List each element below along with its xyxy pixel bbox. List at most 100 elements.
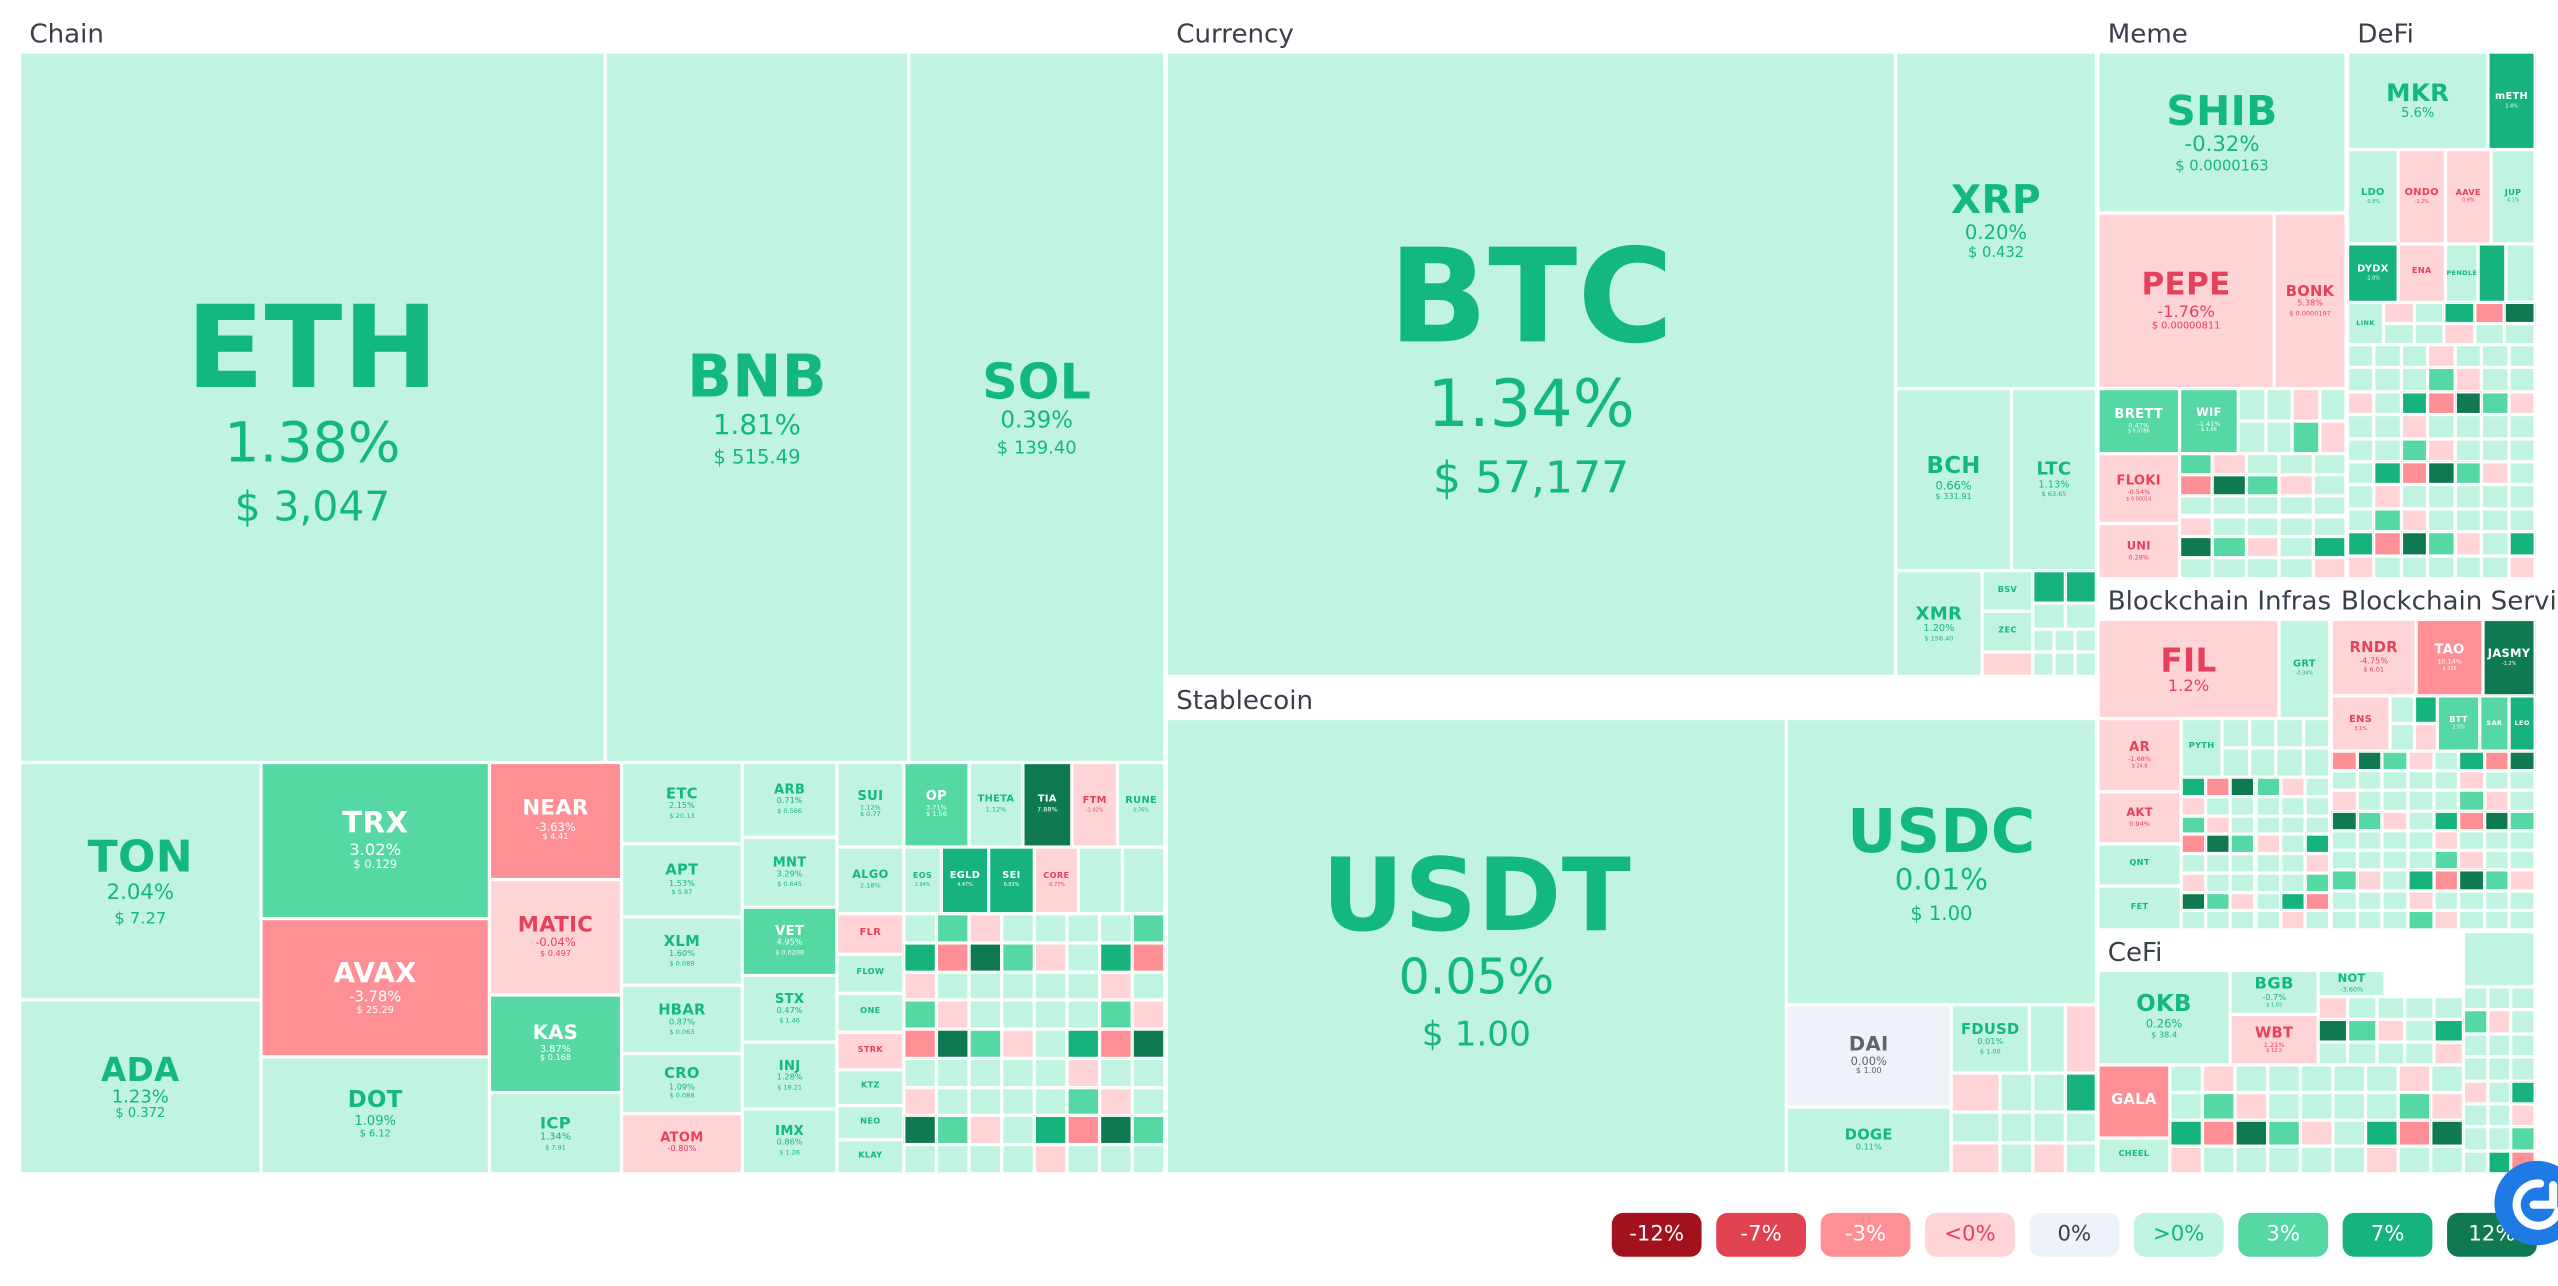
- coin-tile-small[interactable]: [2300, 1092, 2333, 1120]
- coin-tile-small[interactable]: [2292, 421, 2320, 454]
- coin-tile-small[interactable]: [2407, 890, 2434, 911]
- coin-tile-sol[interactable]: SOL 0.39% $ 139.40: [908, 52, 1165, 763]
- coin-tile-small[interactable]: [2179, 453, 2213, 475]
- coin-tile-small[interactable]: [1982, 651, 2033, 677]
- coin-tile-small[interactable]: [2331, 910, 2357, 930]
- coin-tile-small[interactable]: [2029, 1004, 2066, 1074]
- coin-tile-small[interactable]: [2413, 302, 2445, 324]
- coin-tile-small[interactable]: [2347, 1042, 2377, 1065]
- coin-tile-small[interactable]: [2179, 474, 2213, 496]
- coin-tile-small[interactable]: [2356, 850, 2383, 871]
- coin-tile-small[interactable]: [2484, 751, 2510, 771]
- coin-tile-small[interactable]: [936, 1087, 970, 1116]
- legend-item[interactable]: -3%: [1820, 1212, 1911, 1257]
- coin-tile-small[interactable]: [2433, 870, 2459, 891]
- coin-tile-small[interactable]: [2374, 555, 2402, 579]
- coin-tile-small[interactable]: [1951, 1073, 2001, 1113]
- coin-tile-small[interactable]: [2212, 453, 2247, 475]
- coin-tile-small[interactable]: [1132, 1058, 1165, 1088]
- coin-tile-ktz[interactable]: KTZ: [836, 1069, 904, 1106]
- coin-tile-small[interactable]: [2484, 830, 2510, 851]
- coin-tile-small[interactable]: [2405, 1042, 2435, 1065]
- coin-tile-small[interactable]: [1099, 1029, 1133, 1059]
- coin-tile-small[interactable]: [2481, 461, 2509, 486]
- coin-tile-small[interactable]: [2275, 747, 2303, 778]
- coin-tile-small[interactable]: [2267, 1092, 2301, 1120]
- coin-tile-small[interactable]: [2374, 368, 2402, 392]
- coin-tile-small[interactable]: [2212, 557, 2247, 579]
- coin-tile-small[interactable]: [1034, 913, 1067, 943]
- coin-tile-small[interactable]: [1099, 1000, 1133, 1030]
- coin-tile-small[interactable]: [2382, 830, 2408, 851]
- coin-tile-small[interactable]: [2356, 830, 2383, 851]
- coin-tile-small[interactable]: [2407, 850, 2434, 871]
- coin-tile-small[interactable]: [2484, 870, 2510, 891]
- coin-tile-small[interactable]: [2267, 1064, 2301, 1093]
- coin-tile-cro[interactable]: CRO 1.09% $ 0.088: [621, 1053, 743, 1114]
- coin-tile-small[interactable]: [2181, 891, 2206, 911]
- coin-tile-small[interactable]: [2032, 651, 2054, 677]
- coin-tile-tao[interactable]: JASMY -1.2%: [2482, 619, 2536, 696]
- coin-tile-small[interactable]: [2053, 629, 2076, 652]
- coin-tile-bgb[interactable]: WBT 1.21% $ 12.2: [2230, 1014, 2319, 1065]
- coin-tile-small[interactable]: [2487, 1080, 2512, 1104]
- coin-tile-small[interactable]: [2454, 555, 2482, 579]
- coin-tile-small[interactable]: [903, 942, 937, 972]
- coin-tile-small[interactable]: [2230, 872, 2256, 892]
- coin-tile-small[interactable]: [2458, 850, 2485, 871]
- coin-tile-small[interactable]: [969, 1144, 1002, 1174]
- coin-tile-small[interactable]: [1132, 1144, 1165, 1174]
- coin-tile-small[interactable]: [969, 1087, 1002, 1116]
- coin-tile-small[interactable]: [1066, 1087, 1100, 1116]
- coin-tile-zec[interactable]: ZEC: [1982, 611, 2033, 652]
- coin-tile-btt[interactable]: SAR: [2479, 695, 2510, 752]
- coin-tile-small[interactable]: [2318, 1019, 2348, 1043]
- coin-tile-small[interactable]: [2407, 790, 2434, 811]
- coin-tile-small[interactable]: [2484, 790, 2510, 811]
- coin-tile-small[interactable]: [936, 1116, 970, 1145]
- coin-tile-small[interactable]: [2430, 1146, 2464, 1174]
- coin-tile-small[interactable]: [2508, 508, 2536, 532]
- coin-tile-small[interactable]: [2347, 414, 2375, 439]
- coin-tile-small[interactable]: [2382, 850, 2408, 871]
- coin-tile-small[interactable]: [2487, 1127, 2512, 1151]
- coin-tile-small[interactable]: [2304, 777, 2330, 797]
- coin-tile-small[interactable]: [2463, 1010, 2488, 1034]
- coin-tile-small[interactable]: [2032, 629, 2054, 652]
- coin-tile-small[interactable]: [2265, 421, 2293, 454]
- coin-tile-small[interactable]: [1066, 1029, 1100, 1059]
- coin-tile-small[interactable]: [2374, 344, 2402, 369]
- coin-tile-small[interactable]: [2347, 344, 2375, 369]
- coin-tile-small[interactable]: [2401, 508, 2428, 532]
- coin-tile-one[interactable]: ONE: [836, 993, 904, 1033]
- coin-tile-small[interactable]: [2304, 891, 2330, 911]
- coin-tile-near[interactable]: NEAR -3.63% $ 4.41: [489, 762, 622, 880]
- coin-tile-small[interactable]: [2246, 557, 2280, 579]
- coin-tile-small[interactable]: [2202, 1092, 2236, 1120]
- coin-tile-small[interactable]: [2347, 485, 2375, 509]
- coin-tile-small[interactable]: [936, 1058, 970, 1088]
- coin-tile-small[interactable]: [1066, 942, 1100, 972]
- coin-tile-small[interactable]: [2508, 485, 2536, 509]
- coin-tile-small[interactable]: [969, 1116, 1002, 1145]
- coin-tile-small[interactable]: [2401, 368, 2428, 392]
- coin-tile-small[interactable]: [1001, 971, 1035, 1001]
- coin-tile-small[interactable]: [2205, 815, 2231, 835]
- coin-tile-small[interactable]: [2202, 1146, 2236, 1174]
- coin-tile-small[interactable]: [2508, 531, 2536, 556]
- coin-tile-small[interactable]: [1001, 1116, 1035, 1145]
- coin-tile-small[interactable]: [2331, 870, 2357, 891]
- coin-tile-small[interactable]: [2444, 302, 2475, 324]
- coin-tile-small[interactable]: [969, 1000, 1002, 1030]
- coin-tile-small[interactable]: [903, 971, 937, 1001]
- coin-tile-small[interactable]: [2356, 790, 2383, 811]
- coin-tile-inj[interactable]: INJ 1.28% $ 18.21: [742, 1042, 837, 1109]
- coin-tile-small[interactable]: [2246, 474, 2280, 496]
- coin-tile-small[interactable]: [2365, 1064, 2399, 1093]
- coin-tile-small[interactable]: [2487, 1150, 2512, 1174]
- coin-tile-aave[interactable]: JUP 4.1%: [2491, 149, 2536, 244]
- coin-tile-small[interactable]: [2302, 718, 2330, 748]
- coin-tile-usdt[interactable]: USDT 0.05% $ 1.00: [1166, 718, 1787, 1174]
- coin-tile-small[interactable]: [2484, 890, 2510, 911]
- coin-tile-small[interactable]: [2065, 1142, 2097, 1174]
